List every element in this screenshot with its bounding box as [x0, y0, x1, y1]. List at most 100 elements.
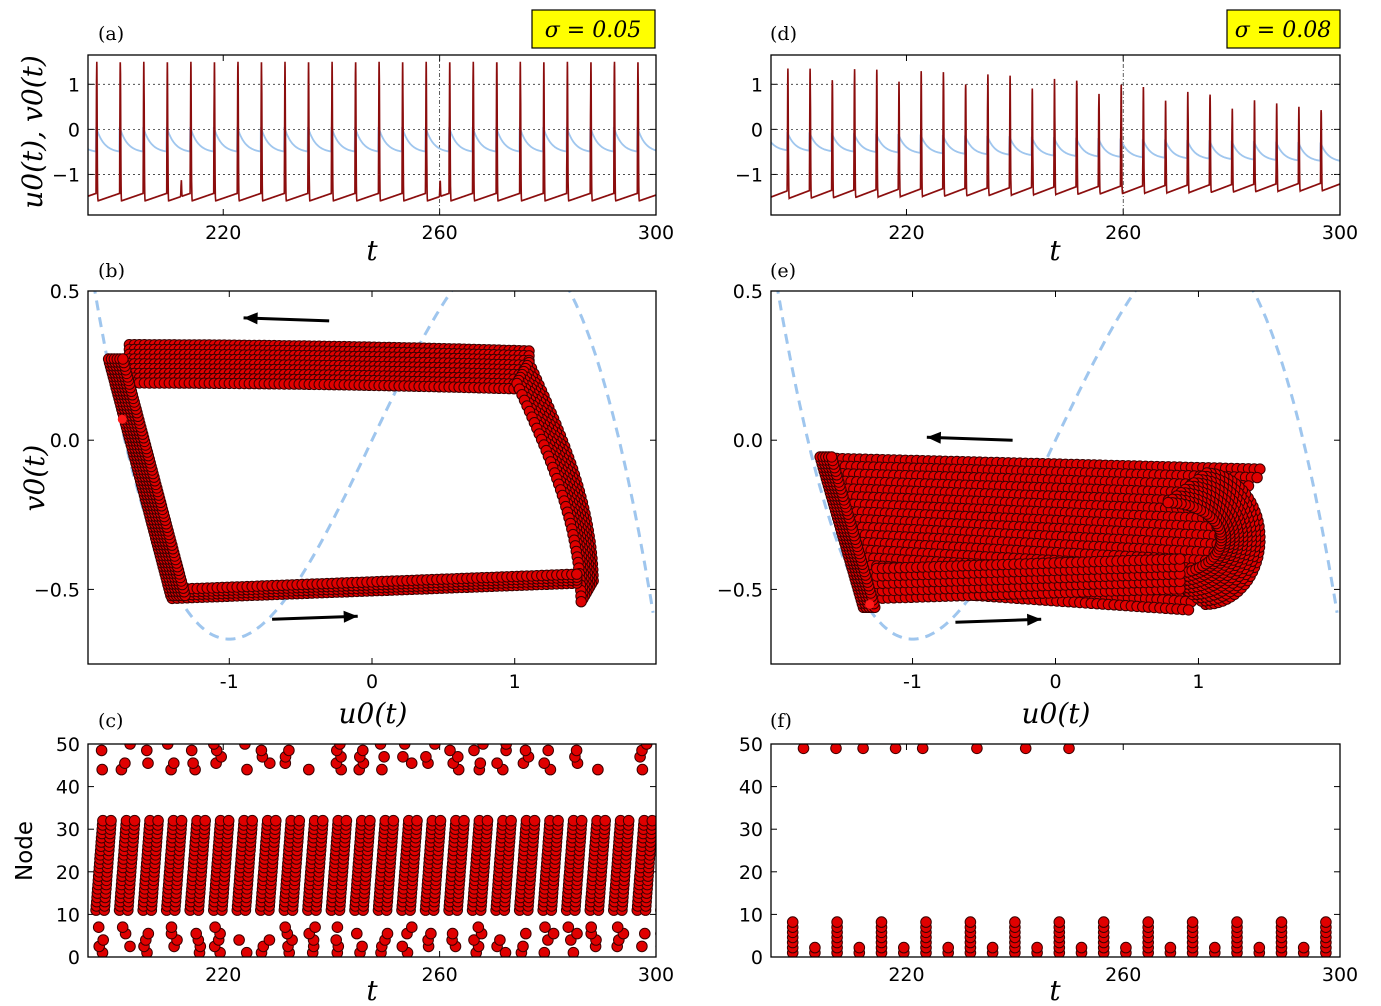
- raster-marker: [505, 814, 517, 827]
- arrow-bottom-b-shaft: [272, 614, 358, 621]
- xtick-label-e-0: 0: [1049, 671, 1061, 693]
- raster-marker: [309, 921, 321, 934]
- raster-marker: [105, 814, 117, 827]
- raster-marker: [517, 940, 529, 953]
- raster-marker: [317, 814, 329, 827]
- ytick-label-e-0.5: 0.5: [733, 281, 763, 303]
- raster-marker: [119, 757, 131, 770]
- raster-marker: [187, 757, 199, 770]
- ytick-label-d-0: 0: [751, 119, 763, 141]
- ytick-label-b--0.5: −0.5: [34, 579, 80, 601]
- raster-marker: [92, 921, 105, 934]
- orbit-start-marker: [865, 599, 875, 609]
- xtick-label-a-220: 220: [205, 222, 241, 244]
- xtick-label-d-260: 260: [1105, 222, 1141, 244]
- xtick-label-e-1: 1: [1192, 671, 1204, 693]
- raster-marker: [141, 744, 153, 757]
- series-u0-a: [88, 61, 656, 202]
- raster-marker: [263, 934, 276, 946]
- raster-marker: [222, 814, 235, 827]
- orbit-markers-b: [102, 339, 599, 608]
- raster-marker: [528, 814, 541, 827]
- orbit-markers-e: [814, 451, 1266, 616]
- raster-marker: [255, 744, 268, 757]
- raster-marker: [124, 940, 136, 953]
- raster-marker: [293, 814, 306, 827]
- raster-marker: [330, 934, 343, 946]
- ytick-label-a--1: −1: [52, 164, 80, 186]
- raster-marker: [420, 751, 432, 763]
- frame-d: [770, 54, 1341, 216]
- raster-marker: [494, 934, 506, 946]
- raster-marker: [199, 814, 211, 827]
- raster-marker: [351, 927, 363, 940]
- arrow-top-b: [243, 312, 330, 325]
- xtick-label-c-300: 300: [638, 964, 674, 986]
- raster-marker: [331, 921, 344, 934]
- raster-marker: [270, 814, 282, 827]
- raster-marker: [128, 814, 141, 827]
- raster-marker: [472, 921, 485, 934]
- raster-marker: [387, 814, 400, 827]
- ytick-label-d--1: −1: [735, 164, 763, 186]
- xtick-label-d-300: 300: [1322, 222, 1358, 244]
- raster-marker: [481, 814, 494, 827]
- raster-marker: [519, 744, 532, 757]
- raster-marker: [241, 763, 253, 776]
- raster-marker: [283, 744, 295, 757]
- raster-marker: [246, 814, 258, 827]
- xtick-label-d-220: 220: [888, 222, 924, 244]
- raster-marker: [209, 921, 221, 934]
- arrow-top-e-head: [926, 431, 942, 444]
- raster-marker: [340, 814, 353, 827]
- ytick-label-a-0: 0: [68, 119, 80, 141]
- raster-marker: [175, 814, 188, 827]
- raster-marker: [97, 934, 109, 946]
- arrow-top-b-shaft: [243, 316, 330, 323]
- frame-a: [87, 54, 657, 216]
- orbit-marker: [1251, 471, 1263, 484]
- ytick-label-c-10: 10: [56, 904, 80, 926]
- arrow-bottom-e-head: [1027, 613, 1042, 626]
- raster-marker: [376, 763, 388, 776]
- raster-marker: [474, 757, 487, 770]
- raster-marker: [116, 921, 129, 934]
- arrow-top-e: [926, 431, 1013, 444]
- panel-e-phase-portrait: -1 0 10.50.0−0.5: [717, 281, 1341, 693]
- raster-markers-c: [90, 744, 656, 957]
- raster-marker: [233, 934, 245, 946]
- raster-marker: [446, 927, 459, 940]
- xtick-label-a-300: 300: [638, 222, 674, 244]
- raster-marker: [356, 940, 368, 953]
- ytick-label-e-0: 0.0: [733, 430, 763, 452]
- raster-marker: [520, 927, 532, 940]
- series-v0-a: [88, 126, 656, 153]
- raster-marker: [152, 814, 164, 827]
- ytick-label-c-40: 40: [56, 777, 80, 799]
- ytick-label-a-1: 1: [68, 74, 80, 96]
- orbit-marker: [571, 568, 583, 580]
- arrow-top-b-head: [243, 312, 258, 325]
- raster-marker: [142, 927, 155, 940]
- raster-marker: [411, 814, 423, 827]
- raster-marker: [95, 744, 108, 757]
- raster-marker: [185, 744, 198, 757]
- raster-marker: [378, 751, 390, 763]
- raster-marker: [434, 814, 447, 827]
- raster-marker: [96, 763, 108, 776]
- orbit-start-marker: [117, 414, 127, 424]
- ytick-label-c-0: 0: [68, 947, 80, 969]
- xtick-label-a-260: 260: [421, 222, 457, 244]
- panel-b-phase-portrait: -1 0 10.50.0−0.5: [34, 281, 657, 693]
- orbit-marker: [1174, 553, 1186, 565]
- xtick-label-c-260: 260: [421, 964, 457, 986]
- panel-a-time-series: 220 260 300 1 0 −1: [52, 54, 674, 244]
- raster-marker: [444, 744, 456, 757]
- xtick-label-b-0: 0: [366, 671, 378, 693]
- raster-marker: [458, 814, 470, 827]
- orbit-marker: [825, 451, 838, 463]
- arrow-bottom-b-head: [343, 610, 358, 623]
